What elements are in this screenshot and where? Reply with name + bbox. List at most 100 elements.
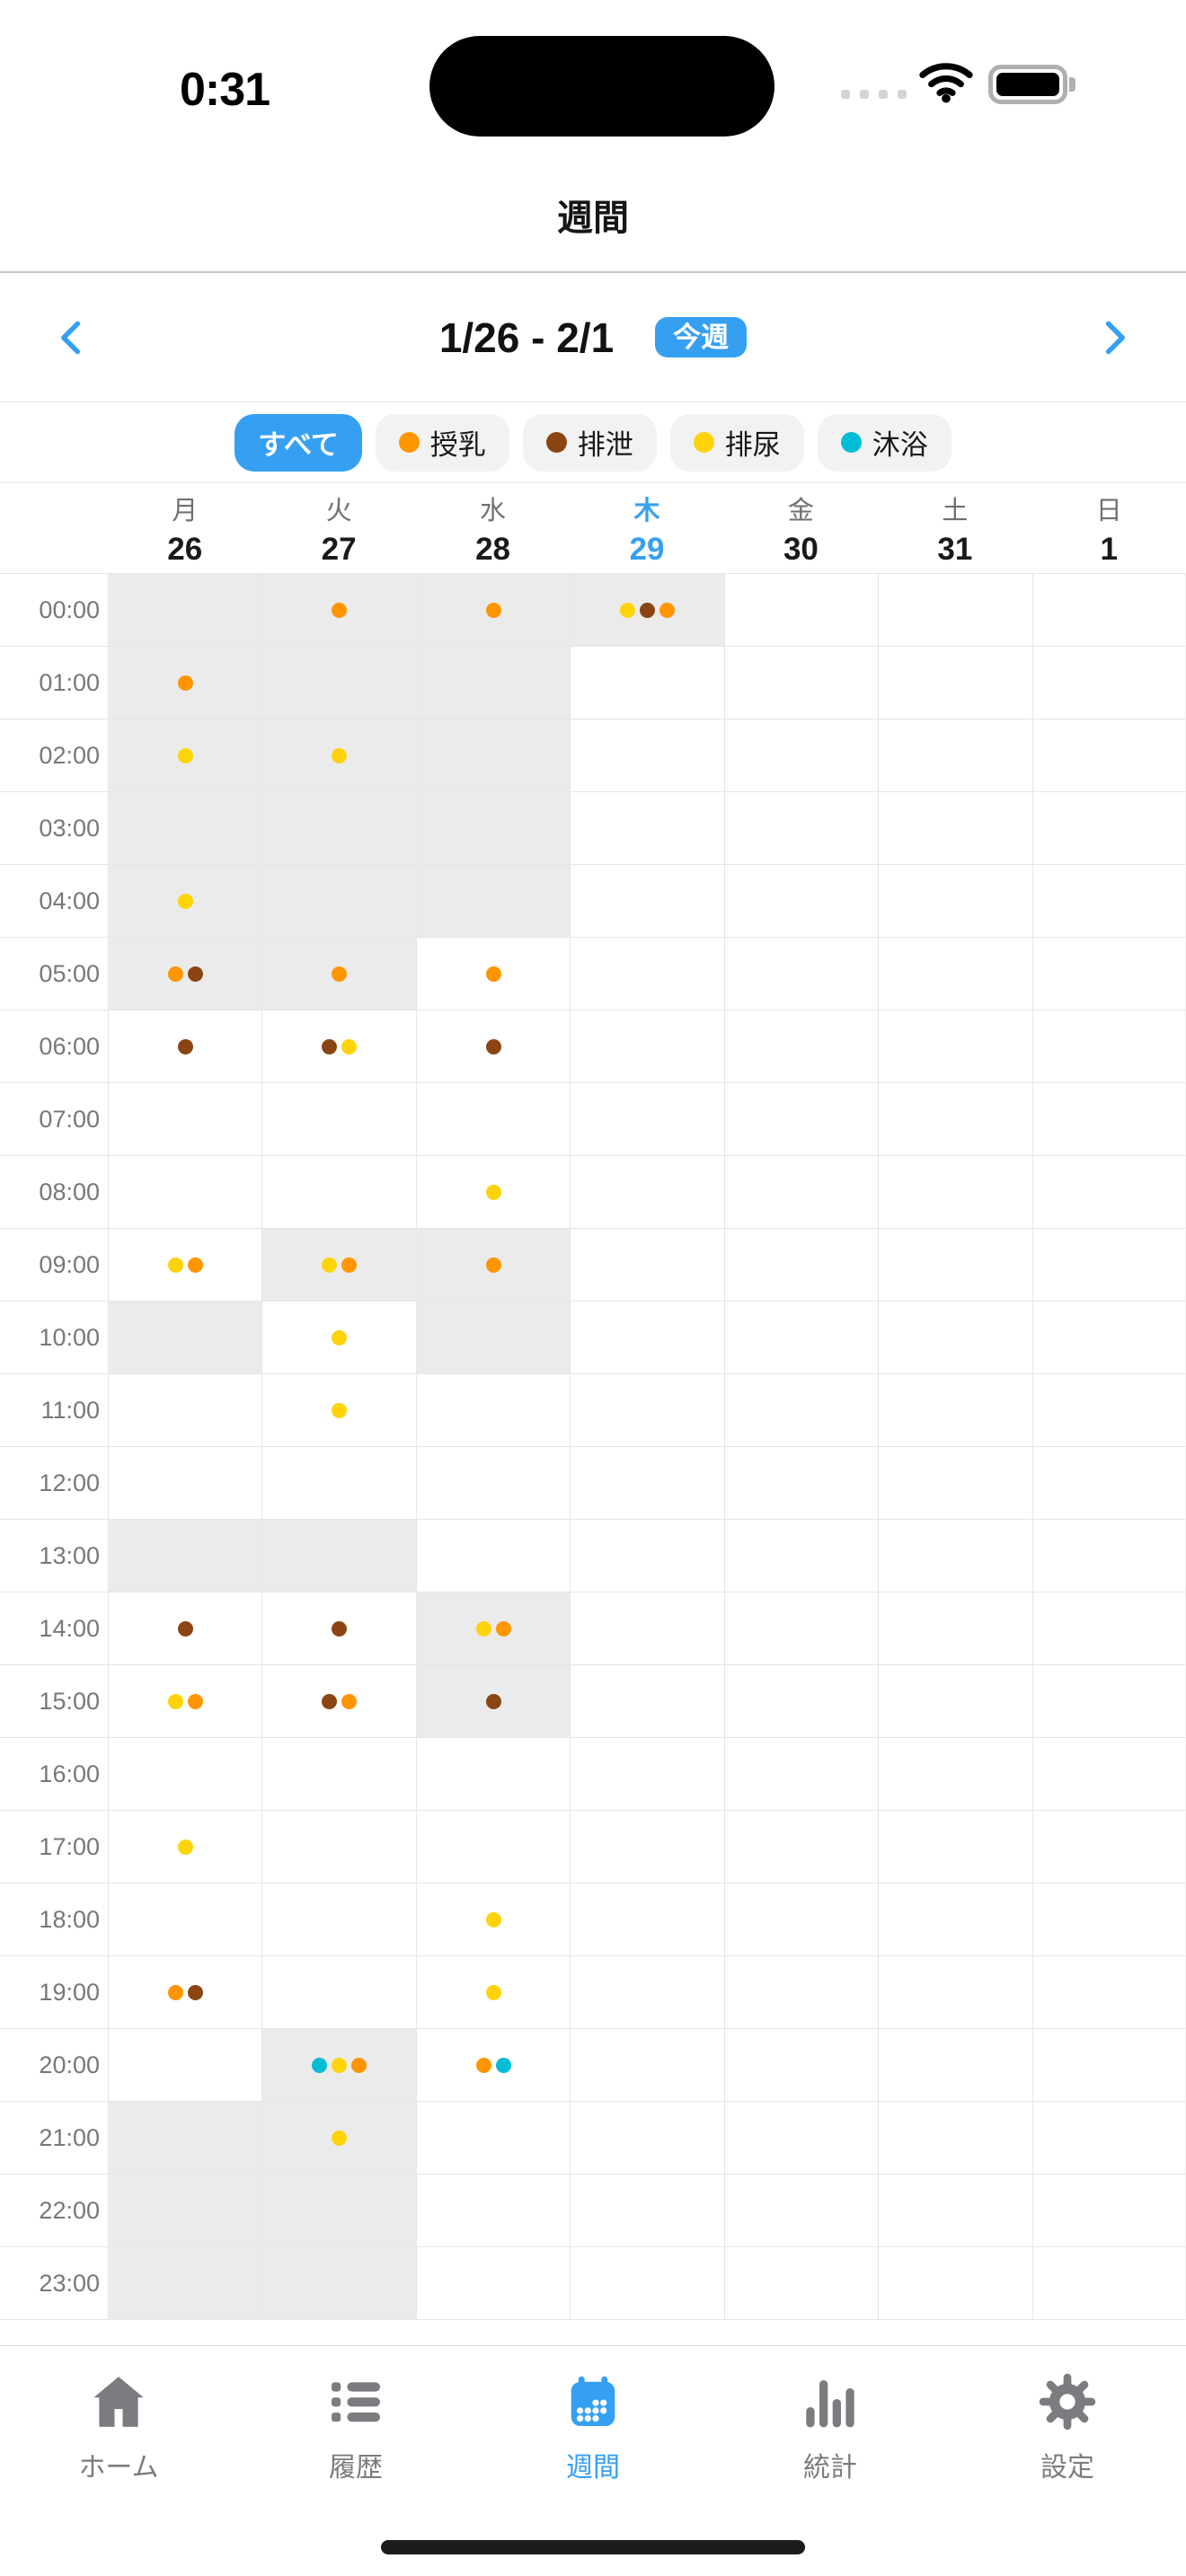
grid-cell[interactable] [261,1592,415,1664]
grid-cell[interactable] [415,1883,570,1955]
grid-cell[interactable] [878,2175,1031,2246]
day-header-tue[interactable]: 火 27 [261,483,415,573]
grid-cell[interactable] [878,1301,1031,1373]
grid-cell[interactable] [1031,1301,1186,1373]
grid-cell[interactable] [1031,2029,1186,2101]
filter-chip-feeding[interactable]: 授乳 [375,413,509,472]
grid-cell[interactable] [261,2029,416,2101]
grid-cell[interactable] [108,719,262,791]
grid-cell[interactable] [415,1301,571,1373]
prev-week-button[interactable] [36,297,108,378]
grid-cell[interactable] [878,1811,1031,1883]
grid-cell[interactable] [261,1156,415,1228]
grid-cell[interactable] [878,2102,1031,2174]
tab-stats[interactable]: 統計 [712,2346,949,2517]
grid-cell[interactable] [1031,1156,1186,1228]
grid-cell[interactable] [415,1520,570,1592]
grid-cell[interactable] [570,1520,723,1592]
day-header-sat[interactable]: 土 31 [878,483,1031,573]
grid-cell[interactable] [723,1010,878,1082]
next-week-button[interactable] [1078,297,1150,378]
grid-cell[interactable] [1031,1592,1186,1664]
grid-cell[interactable] [878,1447,1031,1519]
grid-cell[interactable] [723,1592,878,1664]
grid-cell[interactable] [723,2175,878,2246]
grid-cell[interactable] [1031,2247,1186,2319]
grid-cell[interactable] [878,792,1031,864]
grid-cell[interactable] [1031,1811,1186,1883]
grid-cell[interactable] [415,1447,570,1519]
grid-cell[interactable] [1031,938,1186,1010]
grid-cell[interactable] [108,1592,261,1664]
grid-cell[interactable] [878,574,1031,646]
grid-cell[interactable] [415,2029,570,2101]
grid-cell[interactable] [570,1374,723,1446]
grid-cell[interactable] [878,1520,1031,1592]
grid-cell[interactable] [878,865,1031,937]
grid-cell[interactable] [1031,1520,1186,1592]
grid-cell[interactable] [261,2102,416,2174]
grid-cell[interactable] [1031,1010,1186,1082]
grid-cell[interactable] [570,2102,723,2174]
grid-cell[interactable] [108,938,262,1010]
grid-cell[interactable] [878,1738,1031,1810]
grid-cell[interactable] [1031,1665,1186,1737]
grid-cell[interactable] [570,1010,723,1082]
grid-cell[interactable] [415,865,571,937]
grid-cell[interactable] [570,1083,723,1155]
grid-cell[interactable] [723,1520,878,1592]
grid-cell[interactable] [415,2247,570,2319]
grid-cell[interactable] [261,1447,415,1519]
grid-cell[interactable] [108,1883,261,1955]
grid-cell[interactable] [261,719,416,791]
grid-cell[interactable] [108,1520,262,1592]
grid-cell[interactable] [1031,792,1186,864]
grid-cell[interactable] [261,1883,415,1955]
grid-cell[interactable] [1031,865,1186,937]
grid-cell[interactable] [261,1811,415,1883]
grid-cell[interactable] [723,1883,878,1955]
grid-cell[interactable] [723,792,878,864]
grid-cell[interactable] [261,865,416,937]
grid-cell[interactable] [108,1665,261,1737]
grid-cell[interactable] [723,1738,878,1810]
grid-cell[interactable] [878,2247,1031,2319]
grid-cell[interactable] [723,865,878,937]
grid-cell[interactable] [108,2247,262,2319]
grid-cell[interactable] [570,792,723,864]
grid-cell[interactable] [723,1811,878,1883]
grid-cell[interactable] [108,574,262,646]
grid-cell[interactable] [415,1229,571,1301]
grid-cell[interactable] [723,2029,878,2101]
grid-cell[interactable] [723,1447,878,1519]
grid-cell[interactable] [878,1083,1031,1155]
grid-cell[interactable] [415,1738,570,1810]
grid-cell[interactable] [261,1520,416,1592]
grid-cell[interactable] [261,1374,415,1446]
grid-cell[interactable] [723,1301,878,1373]
grid-cell[interactable] [878,1156,1031,1228]
grid-cell[interactable] [108,1010,261,1082]
grid-cell[interactable] [570,938,723,1010]
grid-cell[interactable] [878,1010,1031,1082]
grid-cell[interactable] [723,574,878,646]
grid-cell[interactable] [570,1301,723,1373]
grid-cell[interactable] [878,1665,1031,1737]
grid-cell[interactable] [261,574,416,646]
grid-cell[interactable] [723,1374,878,1446]
day-header-mon[interactable]: 月 26 [108,483,261,573]
grid-cell[interactable] [723,1156,878,1228]
tab-settings[interactable]: 設定 [949,2346,1186,2517]
grid-cell[interactable] [878,719,1031,791]
grid-cell[interactable] [1031,719,1186,791]
grid-cell[interactable] [570,865,723,937]
grid-cell[interactable] [415,938,570,1010]
filter-chip-all[interactable]: すべて [235,413,362,472]
grid-cell[interactable] [570,2247,723,2319]
filter-chip-bath[interactable]: 沐浴 [817,413,951,472]
grid-cell[interactable] [261,647,416,719]
grid-cell[interactable] [878,938,1031,1010]
tab-home[interactable]: ホーム [0,2346,237,2517]
grid-cell[interactable] [878,1883,1031,1955]
grid-cell[interactable] [108,1229,261,1301]
